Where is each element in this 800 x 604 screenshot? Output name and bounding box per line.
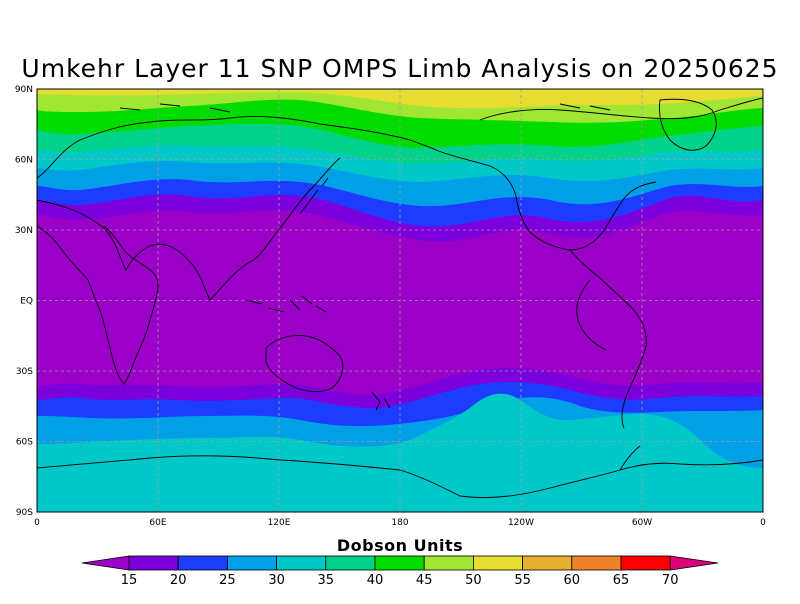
map-title: Umkehr Layer 11 SNP OMPS Limb Analysis o… [21, 54, 779, 83]
map-frame [36, 88, 764, 513]
colorbar-swatch [276, 555, 327, 571]
colorbar-tick-label: 65 [613, 573, 630, 588]
lon-label: 120W [508, 518, 534, 528]
colorbar-swatch [177, 555, 228, 571]
lon-label: 180 [391, 518, 408, 528]
grid-lines [37, 89, 763, 512]
colorbar-swatch [423, 555, 474, 571]
lat-label: 90N [15, 85, 33, 95]
colorbar-arrow-left [81, 555, 130, 571]
colorbar-tick-label: 45 [416, 573, 433, 588]
colorbar: 15 20 25 30 35 40 45 50 55 60 65 70 [81, 555, 719, 588]
colorbar-swatch [128, 555, 179, 571]
lat-label: 90S [16, 508, 33, 518]
lon-label: 0 [760, 518, 766, 528]
colorbar-swatch [374, 555, 425, 571]
colorbar-tick-label: 15 [121, 573, 138, 588]
colorbar-tick-label: 55 [514, 573, 531, 588]
colorbar-tick-label: 25 [219, 573, 236, 588]
colorbar-tick-label: 30 [268, 573, 285, 588]
lon-label: 60E [149, 518, 166, 528]
colorbar-swatch [325, 555, 376, 571]
colorbar-swatch [620, 555, 671, 571]
lat-label: 30N [15, 226, 33, 236]
band-nh-55 [37, 89, 763, 109]
colorbar-tick-label: 40 [367, 573, 384, 588]
colorbar-swatch [226, 555, 277, 571]
lon-label: 0 [34, 518, 40, 528]
colorbar-title: Dobson Units [336, 536, 464, 555]
colorbar-tick-label: 20 [170, 573, 187, 588]
lat-label: 60S [16, 438, 33, 448]
colorbar-arrow-right [669, 555, 719, 571]
colorbar-tick-label: 50 [465, 573, 482, 588]
lat-label: 30S [16, 367, 33, 377]
lon-label: 60W [632, 518, 652, 528]
lon-axis: 0 60E 120E 180 120W 60W 0 [34, 518, 766, 528]
colorbar-tick-label: 60 [564, 573, 581, 588]
band-sh-35 [37, 393, 763, 512]
colorbar-tick-label: 70 [662, 573, 679, 588]
colorbar-tick-label: 35 [318, 573, 335, 588]
colorbar-swatch [472, 555, 523, 571]
coastlines [37, 97, 763, 498]
lat-label: EQ [20, 297, 33, 307]
lat-label: 60N [15, 156, 33, 166]
lat-axis: 90N 60N 30N EQ 30S 60S 90S [15, 85, 33, 518]
colorbar-swatch [571, 555, 622, 571]
colorbar-swatch [522, 555, 573, 571]
lon-label: 120E [268, 518, 291, 528]
